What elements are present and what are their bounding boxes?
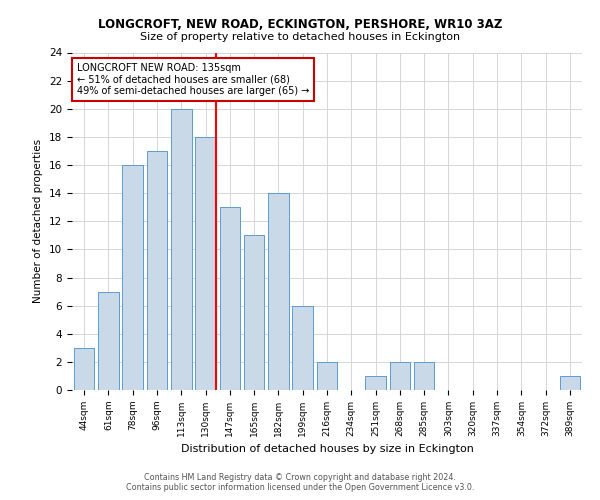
- Text: Size of property relative to detached houses in Eckington: Size of property relative to detached ho…: [140, 32, 460, 42]
- Y-axis label: Number of detached properties: Number of detached properties: [34, 139, 43, 304]
- Text: LONGCROFT, NEW ROAD, ECKINGTON, PERSHORE, WR10 3AZ: LONGCROFT, NEW ROAD, ECKINGTON, PERSHORE…: [98, 18, 502, 30]
- X-axis label: Distribution of detached houses by size in Eckington: Distribution of detached houses by size …: [181, 444, 473, 454]
- Text: Contains HM Land Registry data © Crown copyright and database right 2024.
Contai: Contains HM Land Registry data © Crown c…: [126, 473, 474, 492]
- Bar: [220, 207, 240, 390]
- Bar: [414, 362, 434, 390]
- Text: LONGCROFT NEW ROAD: 135sqm
← 51% of detached houses are smaller (68)
49% of semi: LONGCROFT NEW ROAD: 135sqm ← 51% of deta…: [77, 62, 310, 96]
- Bar: [146, 151, 167, 390]
- Bar: [195, 137, 216, 390]
- Bar: [365, 376, 386, 390]
- Bar: [292, 306, 313, 390]
- Bar: [389, 362, 410, 390]
- Bar: [74, 348, 94, 390]
- Bar: [171, 109, 191, 390]
- Bar: [317, 362, 337, 390]
- Bar: [98, 292, 119, 390]
- Bar: [244, 236, 265, 390]
- Bar: [560, 376, 580, 390]
- Bar: [122, 165, 143, 390]
- Bar: [268, 193, 289, 390]
